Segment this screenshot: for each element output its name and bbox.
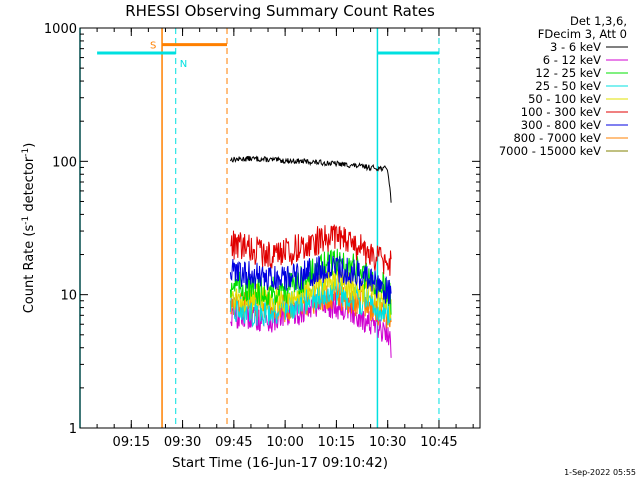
legend-entry-label: 3 - 6 keV bbox=[550, 40, 601, 54]
x-tick-label: 09:30 bbox=[164, 435, 201, 450]
x-tick-label: 10:00 bbox=[266, 435, 303, 450]
y-tick-label: 1 bbox=[69, 422, 77, 437]
series-line-2 bbox=[229, 248, 392, 315]
x-tick-label: 09:45 bbox=[215, 435, 252, 450]
legend-entry-label: 6 - 12 keV bbox=[543, 53, 601, 67]
legend-entry-label: 800 - 7000 keV bbox=[513, 131, 601, 145]
legend-entry-label: 25 - 50 keV bbox=[535, 79, 601, 93]
series-line-6 bbox=[229, 254, 392, 305]
legend-entry-label: 300 - 800 keV bbox=[521, 118, 601, 132]
chart-title: RHESSI Observing Summary Count Rates bbox=[125, 2, 435, 20]
x-tick-label: 10:30 bbox=[369, 435, 406, 450]
y-tick-label: 10 bbox=[60, 289, 77, 304]
legend-entry-label: 12 - 25 keV bbox=[535, 66, 601, 80]
y-tick-label: 1000 bbox=[44, 22, 77, 37]
saa-label: S bbox=[150, 41, 156, 52]
night-label: N bbox=[180, 59, 187, 70]
legend-entry-label: 100 - 300 keV bbox=[521, 105, 601, 119]
legend-header-line: FDecim 3, Att 0 bbox=[538, 27, 627, 41]
plot-frame bbox=[79, 27, 481, 429]
y-tick-label: 100 bbox=[52, 155, 77, 170]
x-tick-label: 10:15 bbox=[318, 435, 355, 450]
legend-header-line: Det 1,3,6, bbox=[570, 14, 627, 28]
series-line-5 bbox=[230, 224, 392, 276]
legend-entry-label: 50 - 100 keV bbox=[528, 92, 601, 106]
y-axis-label: Count Rate (s-1 detector-1) bbox=[21, 143, 37, 314]
series-line-1 bbox=[230, 292, 392, 358]
x-axis-label: Start Time (16-Jun-17 09:10:42) bbox=[172, 455, 388, 471]
series-line-0 bbox=[229, 155, 392, 203]
x-tick-label: 09:15 bbox=[113, 435, 150, 450]
x-tick-label: 10:45 bbox=[420, 435, 457, 450]
footer-timestamp: 1-Sep-2022 05:55 bbox=[564, 468, 636, 477]
legend-entry-label: 7000 - 15000 keV bbox=[499, 144, 601, 158]
